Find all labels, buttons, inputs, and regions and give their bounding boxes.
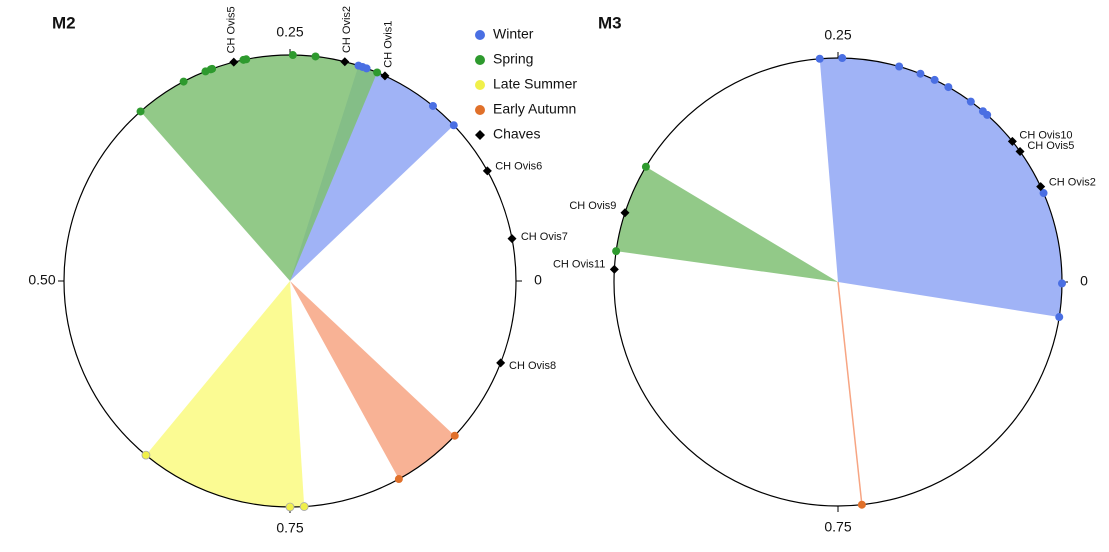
wedge (145, 281, 305, 507)
point-label: CH Ovis10 (1019, 130, 1072, 142)
legend-marker (475, 30, 485, 40)
chaves-marker (380, 71, 390, 81)
chart-title: M3 (598, 13, 622, 32)
point (239, 55, 248, 64)
legend-marker (475, 55, 485, 65)
point-label: CH Ovis1 (383, 21, 395, 68)
legend-label: Chaves (493, 126, 540, 142)
chaves-marker (229, 57, 239, 67)
point (288, 51, 297, 60)
legend-marker (475, 130, 485, 140)
point-label: CH Ovis2 (1049, 177, 1096, 189)
chaves-marker (496, 358, 506, 368)
point (299, 502, 309, 511)
chaves-marker (482, 166, 492, 176)
point (838, 54, 847, 63)
point (857, 500, 866, 509)
chaves-marker (1036, 182, 1046, 192)
point (201, 67, 210, 76)
point-label: CH Ovis7 (521, 231, 568, 243)
chaves-marker (340, 57, 350, 67)
tick-label: 0 (534, 272, 542, 288)
chaves-marker (1007, 136, 1017, 146)
point (311, 52, 320, 61)
wedge (290, 65, 454, 281)
point (983, 110, 992, 119)
wedge (616, 166, 838, 282)
chaves-marker (507, 234, 517, 244)
point-label: CH Ovis6 (495, 160, 542, 172)
point-label: CH Ovis8 (509, 360, 556, 372)
point (1055, 313, 1064, 322)
point (641, 162, 650, 171)
legend-marker (475, 105, 485, 115)
tick-label: 0.75 (276, 520, 303, 536)
point (428, 101, 437, 110)
legend-marker (475, 80, 485, 90)
chaves-marker (1015, 146, 1025, 156)
point (449, 121, 458, 130)
tick-label: 0.25 (824, 27, 851, 43)
point (930, 75, 939, 84)
tick-label: 0.50 (28, 272, 55, 288)
point (141, 450, 151, 460)
point-label: CH Ovis5 (225, 6, 237, 53)
tick-label: 0.25 (276, 24, 303, 40)
tick-label: 0.75 (824, 519, 851, 535)
tick-label: 0 (1080, 273, 1088, 289)
legend-label: Late Summer (493, 76, 577, 92)
point (895, 62, 904, 71)
legend-label: Early Autumn (493, 101, 576, 117)
point (136, 107, 145, 116)
point (612, 247, 621, 256)
point (285, 502, 295, 512)
wedge (140, 55, 378, 281)
point (916, 69, 925, 78)
legend-label: Spring (493, 51, 533, 67)
point-label: CH Ovis9 (569, 200, 616, 212)
chaves-marker (620, 208, 630, 218)
point (966, 97, 975, 106)
legend-label: Winter (493, 26, 534, 42)
chart-title: M2 (52, 13, 76, 32)
wedge (290, 281, 455, 480)
wedge (819, 57, 1062, 318)
point (179, 77, 188, 86)
wedge (837, 281, 863, 505)
point (362, 64, 371, 73)
point-label: CH Ovis11 (553, 259, 605, 271)
point (394, 475, 403, 484)
point (373, 68, 382, 77)
point (815, 54, 824, 63)
point-label: CH Ovis5 (1027, 140, 1074, 152)
point-label: CH Ovis2 (341, 6, 353, 53)
point (450, 431, 459, 440)
chaves-marker (609, 264, 619, 274)
point (1039, 189, 1048, 198)
point (944, 83, 953, 92)
point (1057, 279, 1066, 288)
